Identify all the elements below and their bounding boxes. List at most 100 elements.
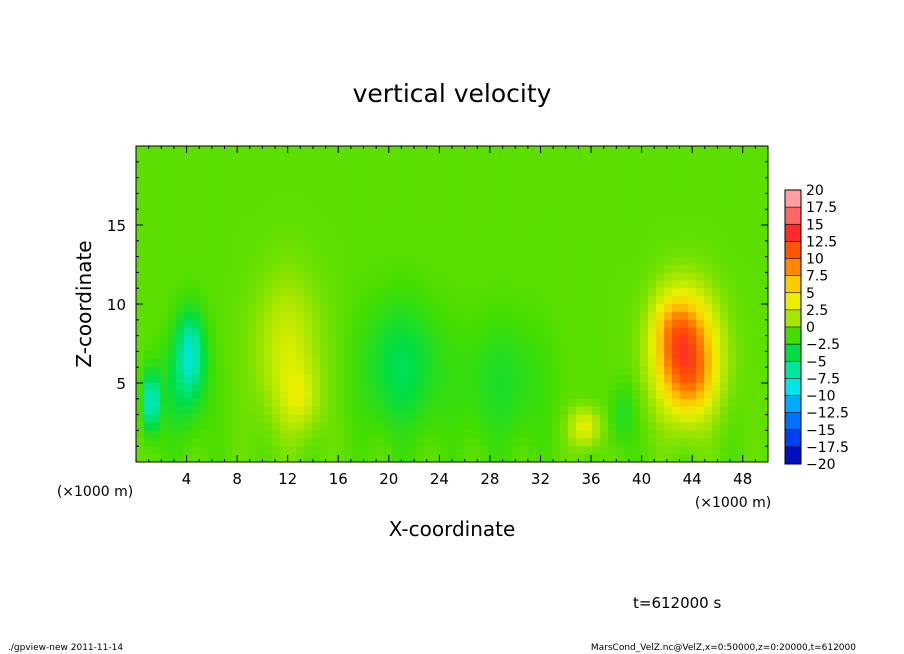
heatmap-cell xyxy=(344,193,353,202)
heatmap-cell xyxy=(616,272,625,281)
heatmap-cell xyxy=(568,430,577,439)
heatmap-cell xyxy=(584,367,593,376)
heatmap-cell xyxy=(216,438,225,447)
heatmap-cell xyxy=(744,272,753,281)
heatmap-cell xyxy=(408,430,417,439)
heatmap-cell xyxy=(288,398,297,408)
heatmap-cell xyxy=(384,311,393,321)
heatmap-cell xyxy=(344,390,353,400)
x-axis-label: X-coordinate xyxy=(389,517,516,541)
heatmap-cell xyxy=(352,367,361,376)
heatmap-cell xyxy=(272,217,281,226)
heatmap-cell xyxy=(312,193,321,202)
heatmap-cell xyxy=(592,288,601,297)
heatmap-cell xyxy=(152,288,161,297)
heatmap-cell xyxy=(704,161,713,171)
heatmap-cell xyxy=(720,153,729,163)
heatmap-cell xyxy=(624,446,633,455)
heatmap-cell xyxy=(536,327,545,337)
heatmap-cell xyxy=(320,304,329,313)
heatmap-cell xyxy=(472,398,481,408)
heatmap-cell xyxy=(296,177,305,187)
heatmap-cell xyxy=(336,272,345,281)
heatmap-cell xyxy=(752,359,761,368)
heatmap-cell xyxy=(272,256,281,266)
heatmap-cell xyxy=(480,414,489,424)
heatmap-cell xyxy=(592,335,601,345)
heatmap-cell xyxy=(440,343,449,352)
heatmap-cell xyxy=(480,240,489,250)
heatmap-cell xyxy=(592,367,601,376)
heatmap-cell xyxy=(472,319,481,329)
heatmap-cell xyxy=(608,232,617,242)
heatmap-cell xyxy=(488,185,497,194)
heatmap-cell xyxy=(416,177,425,187)
heatmap-cell xyxy=(216,327,225,337)
heatmap-cell xyxy=(464,335,473,345)
heatmap-cell xyxy=(576,311,585,321)
heatmap-cell xyxy=(320,185,329,194)
heatmap-cell xyxy=(456,390,465,400)
heatmap-cell xyxy=(624,438,633,447)
heatmap-cell xyxy=(704,177,713,187)
heatmap-cell xyxy=(704,296,713,305)
heatmap-cell xyxy=(720,406,729,416)
heatmap-cell xyxy=(496,406,505,416)
heatmap-cell xyxy=(160,272,169,281)
heatmap-cell xyxy=(664,359,673,368)
heatmap-cell xyxy=(432,193,441,202)
heatmap-cell xyxy=(544,264,553,273)
heatmap-cell xyxy=(248,280,257,289)
heatmap-cell xyxy=(632,398,641,408)
heatmap-cell xyxy=(472,161,481,171)
heatmap-cell xyxy=(400,327,409,337)
heatmap-cell xyxy=(456,383,465,392)
heatmap-cell xyxy=(184,280,193,289)
heatmap-cell xyxy=(744,327,753,337)
heatmap-cell xyxy=(760,398,768,408)
heatmap-cell xyxy=(640,232,649,242)
heatmap-cell xyxy=(264,446,273,455)
heatmap-cell xyxy=(200,217,209,226)
heatmap-cell xyxy=(632,311,641,321)
heatmap-cell xyxy=(328,383,337,392)
heatmap-cell xyxy=(720,232,729,242)
heatmap-cell xyxy=(216,383,225,392)
heatmap-cell xyxy=(640,201,649,210)
heatmap-cell xyxy=(584,414,593,424)
heatmap-cell xyxy=(376,161,385,171)
heatmap-cell xyxy=(168,272,177,281)
heatmap-cell xyxy=(160,359,169,368)
heatmap-cell xyxy=(528,153,537,163)
heatmap-cell xyxy=(608,359,617,368)
heatmap-cell xyxy=(464,414,473,424)
heatmap-cell xyxy=(536,248,545,258)
heatmap-cell xyxy=(640,335,649,345)
heatmap-cell xyxy=(288,193,297,202)
heatmap-cell xyxy=(288,280,297,289)
heatmap-cell xyxy=(400,406,409,416)
heatmap-cell xyxy=(664,264,673,273)
heatmap-cell xyxy=(584,398,593,408)
heatmap-cell xyxy=(248,383,257,392)
heatmap-cell xyxy=(648,153,657,163)
heatmap-cell xyxy=(600,406,609,416)
heatmap-cell xyxy=(744,414,753,424)
heatmap-cell xyxy=(736,161,745,171)
heatmap-cell xyxy=(296,146,305,155)
heatmap-cell xyxy=(272,319,281,329)
heatmap-cell xyxy=(232,454,241,462)
heatmap-cell xyxy=(224,311,233,321)
heatmap-cell xyxy=(544,185,553,194)
heatmap-cell xyxy=(760,327,768,337)
heatmap-cell xyxy=(512,201,521,210)
heatmap-cell xyxy=(656,201,665,210)
heatmap-cell xyxy=(752,351,761,360)
heatmap-cell xyxy=(184,185,193,194)
heatmap-cell xyxy=(712,438,721,447)
heatmap-cell xyxy=(672,414,681,424)
heatmap-cell xyxy=(360,367,369,376)
heatmap-cell xyxy=(344,217,353,226)
heatmap-cell xyxy=(592,248,601,258)
heatmap-cell xyxy=(648,248,657,258)
